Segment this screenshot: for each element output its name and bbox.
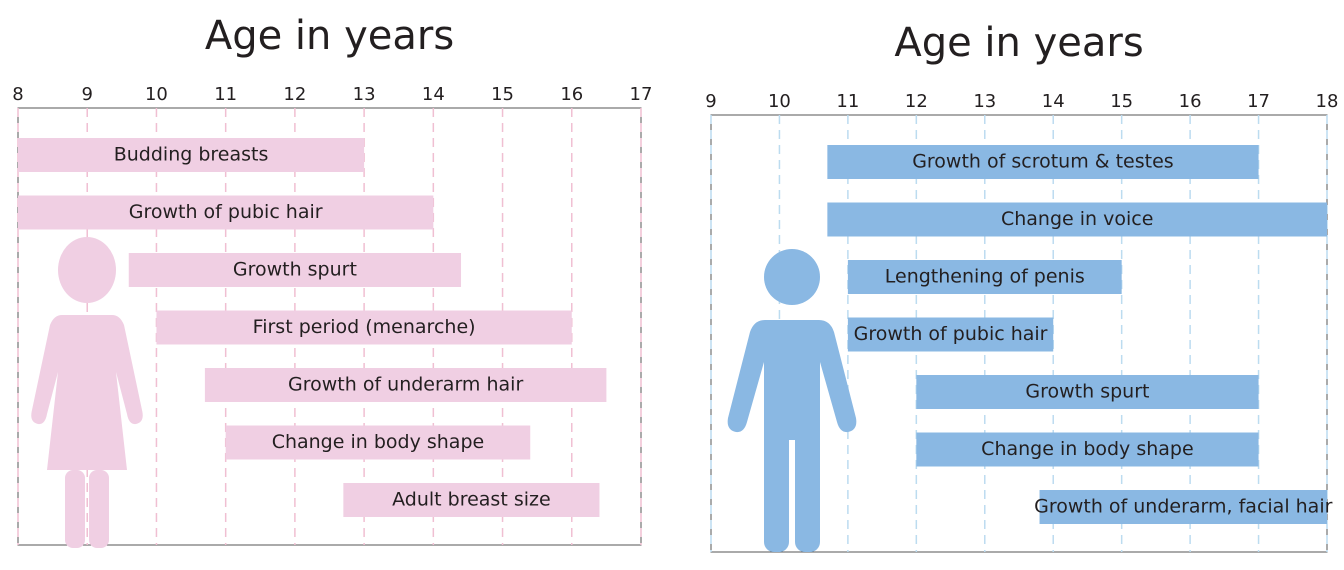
bar-label: Growth spurt [233,259,357,281]
bar-label: Change in body shape [981,438,1194,460]
x-tick-label: 14 [1042,91,1065,112]
bar-label: Growth of pubic hair [854,323,1048,345]
bar-label: Growth of scrotum & testes [912,151,1174,173]
bar [18,138,365,172]
bar [18,195,434,230]
bar [1039,490,1327,524]
bar-label: Lengthening of penis [885,266,1085,288]
boy-icon [727,249,857,552]
x-tick-label: 11 [836,91,859,112]
x-tick-label: 14 [422,84,445,105]
bar-label: Growth of underarm hair [288,374,523,396]
x-tick-label: 16 [560,84,583,105]
x-tick-label: 12 [905,91,928,112]
x-tick-label: 13 [353,84,376,105]
bar [204,368,607,402]
bar [916,432,1259,467]
bar [827,145,1259,179]
bar [128,253,462,287]
bar-label: Budding breasts [114,144,269,166]
x-tick-label: 8 [12,84,23,105]
bar-label: Growth of underarm, facial hair [1034,496,1333,518]
x-tick-label: 17 [1247,91,1270,112]
x-tick-label: 10 [145,84,168,105]
x-tick-label: 16 [1179,91,1202,112]
bar-label: Growth spurt [1025,381,1149,403]
bar [156,310,572,345]
x-tick-label: 11 [214,84,237,105]
x-tick-label: 17 [630,84,653,105]
bar-label: Change in voice [1001,208,1153,230]
bar [827,202,1327,237]
chart-title: Age in years [205,13,454,59]
x-tick-label: 18 [1316,91,1339,112]
x-tick-label: 15 [1110,91,1133,112]
x-tick-label: 12 [283,84,306,105]
bar-label: Change in body shape [272,431,485,453]
bar-label: Growth of pubic hair [129,201,323,223]
bar-label: Adult breast size [392,489,551,511]
girl-icon [31,237,143,548]
bar [225,425,531,460]
bar [343,483,600,517]
x-tick-label: 9 [81,84,92,105]
bar [847,260,1122,294]
x-tick-label: 15 [491,84,514,105]
x-tick-label: 9 [705,91,716,112]
chart-title: Age in years [894,20,1143,66]
bar-label: First period (menarche) [253,316,476,338]
bar [916,375,1259,409]
x-tick-label: 13 [973,91,996,112]
x-tick-label: 10 [768,91,791,112]
bar [847,317,1054,352]
